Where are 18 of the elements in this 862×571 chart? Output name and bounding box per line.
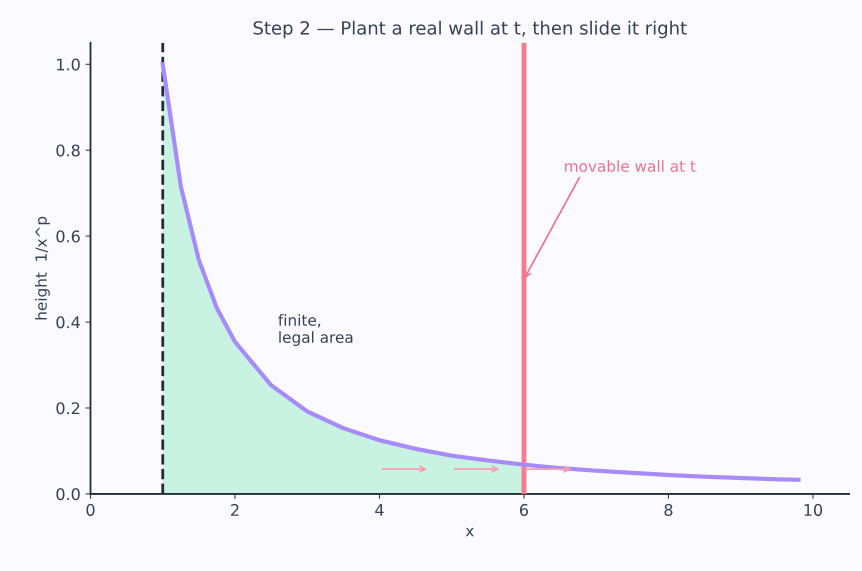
y-tick-label: 0.8 — [56, 144, 80, 157]
x-axis-title: x — [466, 528, 474, 536]
y-tick-label: 1.0 — [57, 58, 80, 71]
x-tick-label: 0 — [86, 504, 95, 516]
y-tick-label: 0.2 — [56, 402, 80, 414]
x-tick-label: 2 — [231, 504, 238, 516]
annotation: finite, legal area — [278, 314, 352, 346]
y-axis-title: height 1/x^p — [35, 216, 50, 320]
y-tick-label: 0.6 — [56, 230, 80, 242]
annotation: movable wall at t — [565, 160, 696, 172]
chart-title: Step 2 — Plant a real wall at t, then slide it right — [254, 20, 687, 38]
y-tick-label: 0.0 — [56, 488, 80, 500]
y-tick-label: 0.4 — [56, 316, 80, 328]
x-tick-label: 10 — [804, 504, 822, 516]
x-tick-label: 4 — [375, 504, 384, 516]
x-tick-label: 8 — [664, 504, 672, 516]
line-series — [160, 62, 801, 482]
x-tick-label: 6 — [520, 504, 528, 516]
